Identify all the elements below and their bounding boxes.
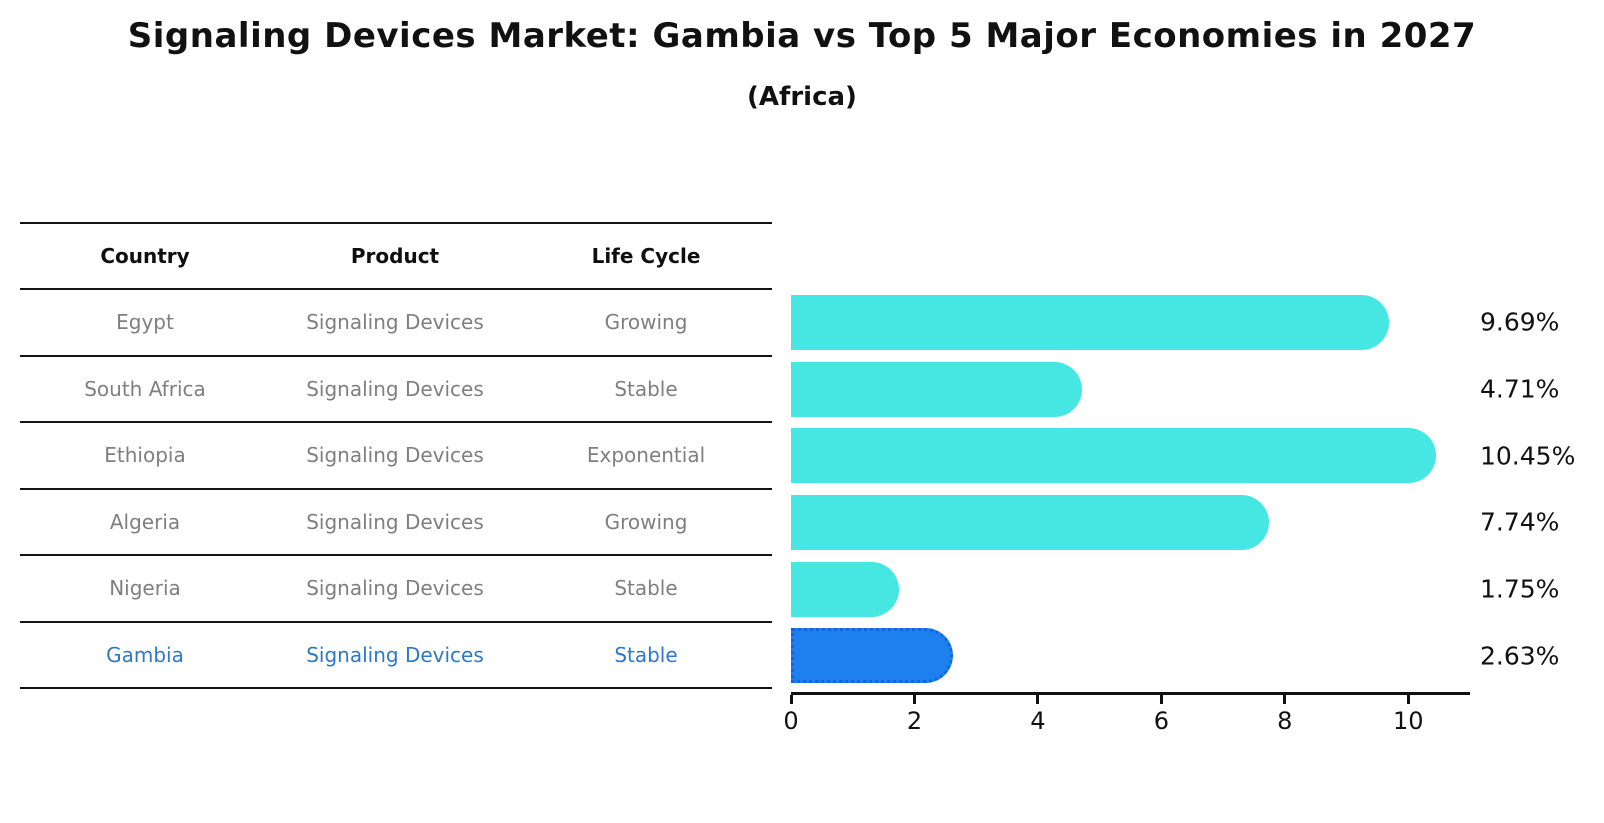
table-cell-country: Nigeria [109,576,181,601]
x-axis-tick-6 [1159,695,1163,704]
x-axis-tick-0 [789,695,793,704]
table-header-row: Country Product Life Cycle [20,222,772,290]
table-cell-product: Signaling Devices [306,642,484,667]
bar-gambia [791,628,954,684]
bar-value-label-nigeria: 1.75% [1480,574,1560,604]
table-row-egypt: Egypt Signaling Devices Growing [20,290,772,357]
bar-nigeria [791,561,900,617]
table-header-product: Product [350,244,440,268]
x-axis-tick-label-0: 0 [783,707,799,735]
x-axis-tick-2 [912,695,916,704]
bar-algeria [791,494,1269,550]
bar-egypt [791,294,1390,350]
table-row-south-africa: South Africa Signaling Devices Stable [20,357,772,423]
bar-ethiopia [791,428,1437,484]
bar-south-africa [791,361,1082,417]
x-axis-line [791,692,1470,695]
table-cell-product: Signaling Devices [306,443,484,468]
x-axis-tick-label-8: 8 [1277,707,1293,735]
x-axis-tick-label-6: 6 [1153,707,1169,735]
table-header-life-cycle: Life Cycle [591,244,701,268]
table-cell-life-cycle: Growing [604,310,688,335]
table-row-algeria: Algeria Signaling Devices Growing [20,490,772,556]
x-axis-tick-4 [1036,695,1040,704]
table-row-ethiopia: Ethiopia Signaling Devices Exponential [20,423,772,490]
table-cell-country: Ethiopia [104,443,186,468]
x-axis-tick-10 [1406,695,1410,704]
bar-value-label-egypt: 9.69% [1480,307,1560,337]
bar-value-label-gambia: 2.63% [1480,641,1560,671]
table-cell-product: Signaling Devices [306,310,484,335]
bar-value-label-ethiopia: 10.45% [1480,441,1576,471]
bar-plot [791,289,1470,689]
table-cell-product: Signaling Devices [306,509,484,534]
x-axis-tick-label-2: 2 [906,707,923,735]
table-cell-life-cycle: Stable [614,576,678,601]
table-body: Egypt Signaling Devices Growing South Afric… [20,290,772,689]
x-axis-tick-label-4: 4 [1030,707,1046,735]
x-axis-tick-label-10: 10 [1392,707,1424,735]
table-cell-life-cycle: Growing [604,509,688,534]
table-cell-life-cycle: Stable [614,376,678,401]
table-cell-product: Signaling Devices [306,576,484,601]
x-axis-tick-8 [1283,695,1287,704]
table-cell-life-cycle: Exponential [586,443,706,468]
table-row-gambia: Gambia Signaling Devices Stable [20,623,772,689]
chart-title: Signaling Devices Market: Gambia vs Top … [127,16,1477,56]
table-header-country: Country [100,244,190,268]
bar-value-label-south-africa: 4.71% [1480,374,1560,404]
table-cell-country: South Africa [84,376,206,401]
table-cell-country: Gambia [106,642,184,667]
table-cell-life-cycle: Stable [614,642,678,667]
table-cell-product: Signaling Devices [306,376,484,401]
country-table: Country Product Life Cycle Egypt Signalin… [20,222,772,689]
table-row-nigeria: Nigeria Signaling Devices Stable [20,556,772,623]
chart-subtitle: (Africa) [747,82,857,112]
bar-value-label-algeria: 7.74% [1480,507,1560,537]
table-cell-country: Algeria [109,509,181,534]
table-cell-country: Egypt [116,310,174,335]
